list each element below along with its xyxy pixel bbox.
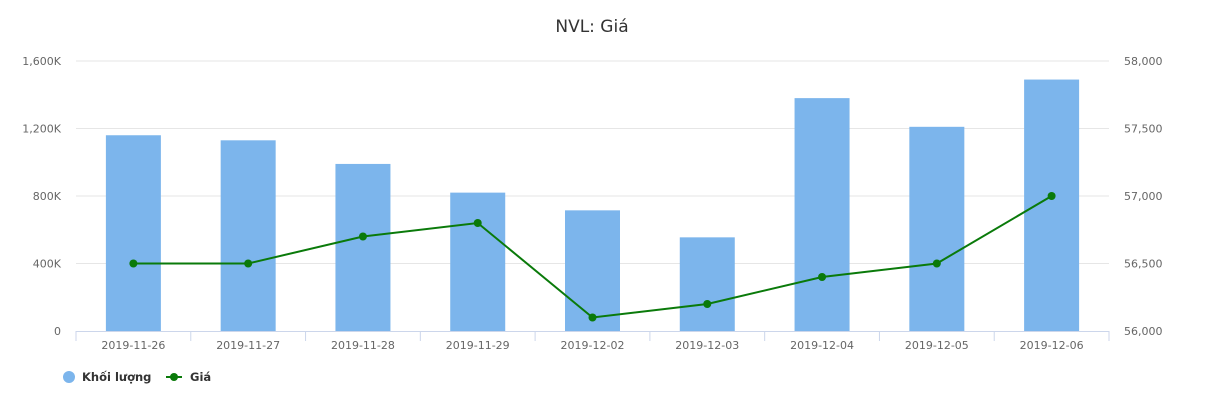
bar	[220, 140, 276, 331]
x-tick-label: 2019-12-04	[790, 339, 854, 352]
bar	[794, 98, 850, 331]
x-tick-label: 2019-11-28	[331, 339, 395, 352]
legend-line-marker-icon	[170, 373, 178, 381]
legend-item-bar-series[interactable]: Khối lượng	[63, 370, 151, 384]
y-left-tick-label: 800K	[33, 190, 62, 203]
legend-bar-swatch-icon	[63, 371, 75, 383]
y-right-tick-label: 57,000	[1124, 190, 1163, 203]
y-right-tick-label: 57,500	[1124, 123, 1163, 136]
y-left-tick-label: 0	[54, 325, 61, 338]
x-tick-label: 2019-12-02	[561, 339, 625, 352]
y-left-tick-label: 1,600K	[22, 55, 61, 68]
y-left-tick-label: 1,200K	[22, 123, 61, 136]
price-point	[703, 300, 712, 308]
bar	[450, 192, 506, 331]
x-tick-label: 2019-12-03	[675, 339, 739, 352]
legend-bar-label: Khối lượng	[82, 370, 151, 384]
x-tick-label: 2019-12-06	[1020, 339, 1084, 352]
legend-line-label: Giá	[190, 370, 211, 384]
price-point	[1047, 192, 1056, 200]
legend-item-line-series[interactable]: Giá	[166, 370, 211, 384]
y-right-tick-label: 56,000	[1124, 325, 1163, 338]
x-tick-label: 2019-11-29	[446, 339, 510, 352]
bar	[335, 163, 391, 331]
bar-layer	[105, 79, 1080, 331]
legend[interactable]: Khối lượng Giá	[63, 370, 211, 384]
line-layer	[129, 192, 1056, 322]
x-tick-label: 2019-11-26	[101, 339, 165, 352]
chart-title: NVL: Giá	[555, 17, 628, 37]
y-right-tick-label: 56,500	[1124, 258, 1163, 271]
x-tick-label: 2019-12-05	[905, 339, 969, 352]
bar	[679, 237, 735, 331]
price-point	[932, 259, 941, 268]
price-point	[244, 259, 253, 268]
bar	[565, 210, 620, 331]
axis-layer: 0 400K 800K 1,200K 1,600K 56,000 56,500 57,000 5…	[22, 55, 1162, 352]
price-point	[588, 313, 597, 322]
bar	[105, 135, 161, 331]
x-tick-label: 2019-11-27	[216, 339, 280, 352]
price-point	[473, 219, 482, 227]
bar	[909, 126, 965, 331]
y-left-tick-label: 400K	[33, 258, 62, 271]
price-point	[129, 259, 138, 268]
y-right-tick-label: 58,000	[1124, 55, 1163, 68]
price-point	[818, 273, 827, 281]
bar	[1024, 79, 1080, 331]
price-point	[358, 232, 367, 241]
